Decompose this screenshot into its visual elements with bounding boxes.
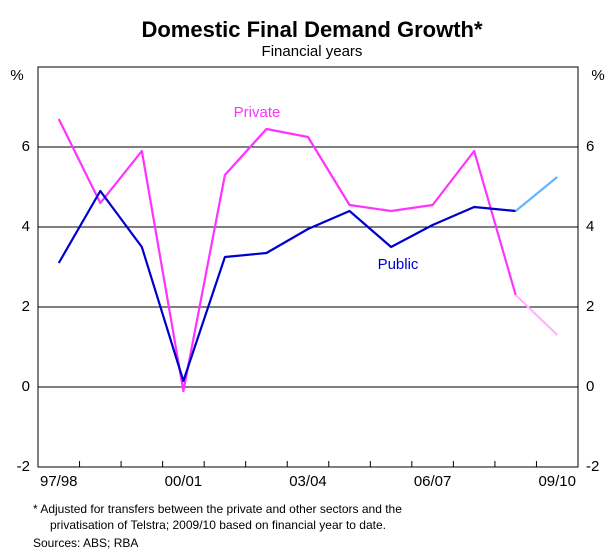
- y2-tick-label: 2: [586, 298, 594, 315]
- series-line-ytd: [514, 294, 558, 336]
- x-tick-label: 09/10: [538, 473, 576, 490]
- x-tick-label: 97/98: [40, 473, 78, 490]
- footnote: * Adjusted for transfers between the pri…: [33, 502, 402, 516]
- sources: Sources: ABS; RBA: [33, 536, 138, 550]
- y2-axis-label: %: [591, 67, 604, 84]
- y2-tick-label: 6: [586, 138, 594, 155]
- series-line: [57, 189, 516, 383]
- chart-title: Domestic Final Demand Growth*: [141, 17, 482, 42]
- y-axis-label: %: [10, 67, 23, 84]
- series-label: Private: [234, 104, 281, 121]
- x-tick-label: 03/04: [289, 473, 327, 490]
- plot-frame: [37, 66, 579, 468]
- y-tick-label: 2: [22, 298, 30, 315]
- y-tick-label: 0: [22, 378, 30, 395]
- y-tick-label: 4: [22, 218, 30, 235]
- y-tick-label: -2: [17, 458, 30, 475]
- x-tick-label: 06/07: [414, 473, 452, 490]
- chart-subtitle: Financial years: [262, 43, 363, 60]
- x-tick-label: 00/01: [165, 473, 203, 490]
- y2-tick-label: 0: [586, 378, 594, 395]
- series-line: [57, 118, 517, 393]
- y2-tick-label: 4: [586, 218, 594, 235]
- series-line-ytd: [514, 176, 558, 212]
- series-label: Public: [378, 256, 419, 273]
- y-tick-label: 6: [22, 138, 30, 155]
- y2-tick-label: -2: [586, 458, 599, 475]
- footnote: privatisation of Telstra; 2009/10 based …: [50, 518, 386, 532]
